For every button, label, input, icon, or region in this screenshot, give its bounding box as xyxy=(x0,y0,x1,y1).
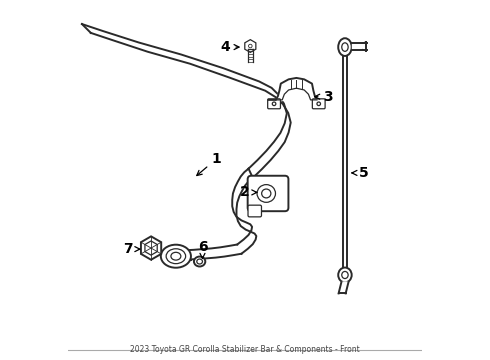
Text: 2023 Toyota GR Corolla Stabilizer Bar & Components - Front: 2023 Toyota GR Corolla Stabilizer Bar & … xyxy=(130,345,360,354)
Polygon shape xyxy=(232,168,256,254)
Ellipse shape xyxy=(338,267,352,283)
Text: 3: 3 xyxy=(315,90,333,104)
FancyBboxPatch shape xyxy=(268,99,280,109)
Polygon shape xyxy=(179,244,242,260)
FancyBboxPatch shape xyxy=(312,99,325,109)
Ellipse shape xyxy=(161,245,191,268)
Polygon shape xyxy=(269,78,320,102)
Text: 6: 6 xyxy=(197,240,207,258)
Ellipse shape xyxy=(194,257,205,266)
Polygon shape xyxy=(82,24,291,178)
Text: 7: 7 xyxy=(123,242,140,256)
Text: 4: 4 xyxy=(220,40,239,54)
Ellipse shape xyxy=(338,38,352,56)
Text: 1: 1 xyxy=(197,152,221,176)
Text: 5: 5 xyxy=(352,166,368,180)
Text: 2: 2 xyxy=(240,185,257,199)
FancyBboxPatch shape xyxy=(248,205,262,217)
Polygon shape xyxy=(141,237,161,260)
FancyBboxPatch shape xyxy=(247,176,289,211)
Polygon shape xyxy=(245,40,256,53)
Polygon shape xyxy=(339,282,348,293)
